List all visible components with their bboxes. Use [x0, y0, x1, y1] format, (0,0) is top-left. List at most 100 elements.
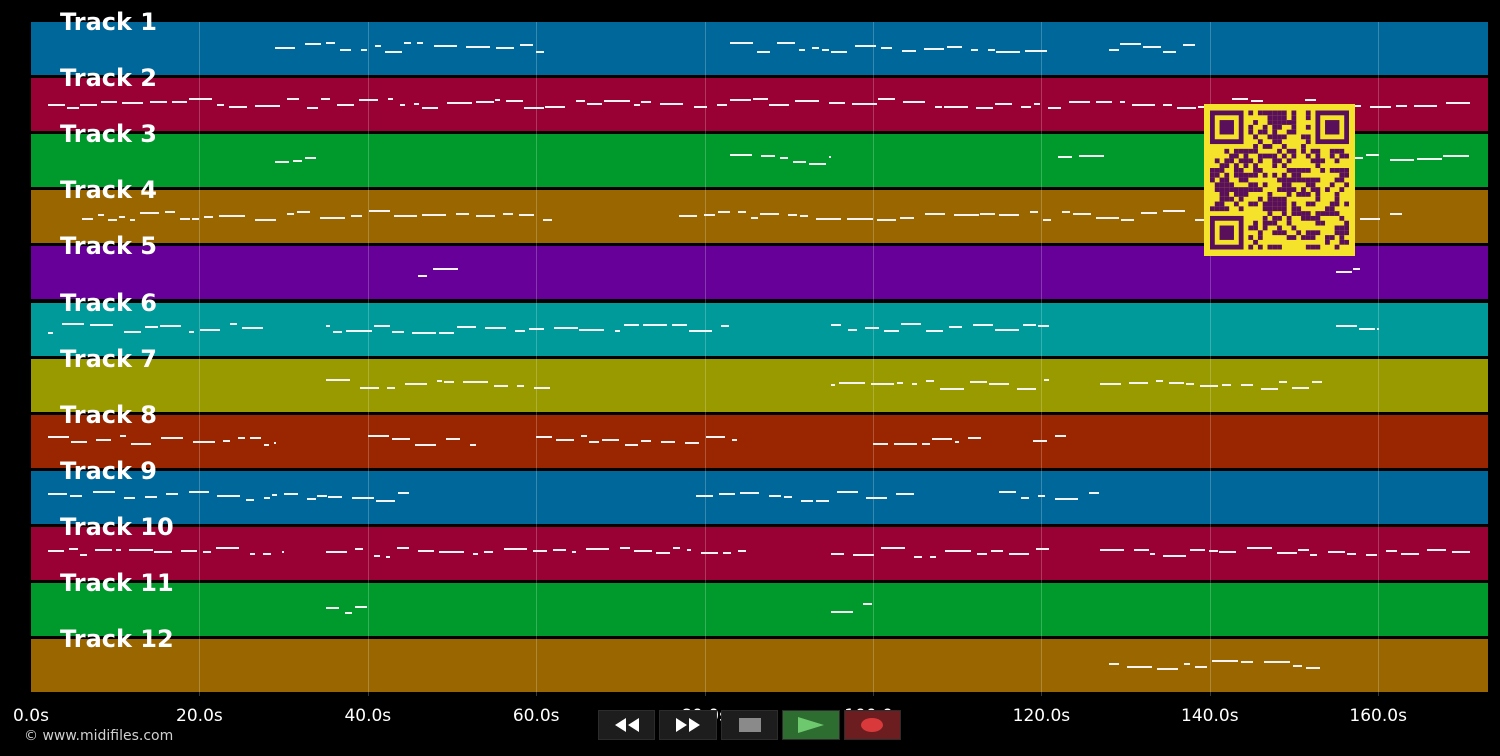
play-icon [797, 717, 824, 733]
track-row[interactable]: Track 7 [31, 347, 1488, 414]
play-button[interactable] [782, 710, 840, 740]
midi-note [297, 211, 310, 214]
midi-note [376, 499, 395, 502]
midi-note [1025, 50, 1047, 52]
midi-note [1232, 98, 1248, 101]
midi-note [1068, 101, 1091, 104]
midi-note [160, 436, 184, 439]
midi-note [579, 328, 605, 331]
midi-note [896, 381, 903, 384]
midi-note [1413, 105, 1438, 108]
midi-note [829, 156, 832, 159]
midi-note [722, 551, 732, 554]
midi-note [768, 494, 782, 497]
midi-note [418, 275, 427, 278]
gridline [704, 22, 706, 696]
track-row[interactable]: Track 12 [31, 627, 1488, 695]
midi-note [360, 49, 368, 51]
midi-note [496, 47, 514, 49]
midi-note [729, 42, 753, 44]
midi-note [415, 443, 437, 446]
midi-note [47, 104, 65, 107]
midi-note [414, 103, 420, 106]
midi-note [189, 330, 195, 333]
midi-note [271, 493, 278, 496]
midi-note [1008, 552, 1029, 555]
midi-note [1208, 549, 1219, 552]
track-row[interactable]: Track 6 [31, 291, 1488, 358]
track-row[interactable]: Track 8 [31, 403, 1488, 470]
midi-note [737, 211, 746, 214]
midi-note [154, 550, 172, 553]
midi-note [325, 378, 351, 381]
gridline [1378, 22, 1380, 696]
track-row[interactable]: Track 9 [31, 459, 1488, 526]
midi-note [604, 100, 630, 103]
track-row[interactable]: Track 1 [31, 10, 1488, 77]
midi-note [1073, 213, 1091, 216]
midi-note [327, 495, 342, 498]
midi-note [815, 218, 842, 221]
midi-note [553, 326, 579, 329]
record-button[interactable] [843, 710, 902, 740]
midi-note [485, 326, 507, 329]
midi-note [911, 382, 918, 385]
midi-note [588, 440, 599, 443]
midi-note [729, 99, 752, 102]
midi-note [1221, 383, 1231, 386]
midi-note [304, 157, 317, 160]
midi-note [701, 551, 718, 554]
midi-note [580, 434, 588, 437]
midi-note [352, 496, 374, 499]
midi-note [989, 382, 1010, 385]
rewind-button[interactable] [598, 710, 656, 740]
midi-note [360, 386, 380, 389]
track-row[interactable]: Track 10 [31, 515, 1488, 582]
midi-note [624, 443, 638, 446]
midi-note [881, 546, 906, 549]
track-label: Track 6 [60, 288, 158, 317]
midi-note [475, 215, 496, 218]
midi-note [1132, 104, 1155, 107]
midi-note [925, 379, 935, 382]
midi-note [120, 434, 127, 437]
fast-forward-button[interactable] [659, 710, 717, 740]
midi-note [719, 492, 735, 495]
midi-note [1120, 43, 1141, 45]
midi-note [249, 552, 256, 555]
midi-note [975, 107, 993, 110]
midi-note [397, 546, 410, 549]
midi-note [1096, 101, 1112, 104]
midi-note [761, 155, 775, 158]
midi-note [751, 217, 759, 220]
midi-note [400, 104, 405, 107]
midi-note [759, 213, 779, 216]
midi-note [1054, 497, 1078, 500]
midi-note [587, 103, 602, 106]
midi-note [1240, 383, 1254, 386]
midi-note [731, 438, 738, 441]
midi-note [829, 102, 846, 105]
midi-note [123, 496, 135, 499]
qr-code-graphic [1210, 110, 1349, 250]
midi-note [837, 490, 858, 493]
midi-note [1293, 665, 1302, 668]
stop-button[interactable] [720, 710, 779, 740]
midi-note [306, 107, 318, 110]
track-label: Track 7 [60, 344, 158, 373]
midi-note [586, 547, 609, 550]
gridline [536, 22, 538, 696]
midi-note [1100, 382, 1121, 385]
track-label: Track 10 [60, 512, 174, 541]
midi-note [945, 549, 971, 552]
midi-note [899, 217, 915, 220]
midi-note [830, 611, 854, 613]
midi-note [287, 213, 295, 216]
midi-note [192, 440, 216, 443]
midi-note [1058, 156, 1072, 159]
midi-note [1127, 666, 1153, 669]
midi-note [475, 101, 494, 104]
stop-icon [738, 718, 761, 732]
midi-note [1163, 554, 1187, 557]
track-row[interactable]: Track 11 [31, 571, 1488, 638]
